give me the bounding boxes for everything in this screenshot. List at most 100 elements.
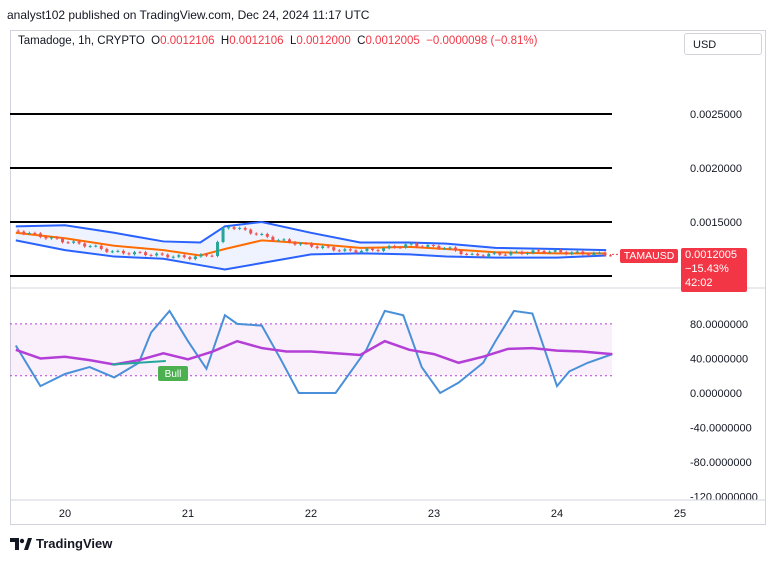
x-tick-label: 23: [428, 508, 440, 520]
tradingview-logo[interactable]: TradingView: [10, 536, 112, 551]
chart-frame: [10, 30, 766, 525]
x-tick-label: 25: [674, 508, 686, 520]
tradingview-logo-icon: [10, 537, 32, 550]
candle-body: [570, 252, 574, 255]
close-value: 0.0012005: [365, 35, 420, 47]
candle-body: [166, 254, 170, 258]
candle-body: [16, 230, 20, 232]
candle-body: [177, 255, 181, 257]
osc-tick-label: 80.0000000: [690, 319, 748, 331]
candle-body: [61, 238, 65, 243]
candle-body: [404, 244, 408, 248]
candle-body: [55, 237, 59, 239]
candle-body: [171, 256, 175, 258]
candle-body: [304, 243, 308, 245]
candle-body: [426, 245, 430, 247]
candle-body: [193, 256, 197, 260]
candle-body: [326, 246, 330, 248]
candle-body: [609, 255, 613, 257]
candle-body: [581, 251, 585, 255]
candle-body: [553, 250, 557, 252]
candle-body: [575, 251, 579, 253]
price-pane: [10, 113, 613, 277]
symbol-label: Tamadoge, 1h, CRYPTO: [18, 35, 145, 47]
candle-body: [27, 232, 31, 234]
oscillator-pane: Bull: [10, 309, 613, 395]
candle-body: [232, 227, 236, 229]
candle-body: [431, 245, 435, 247]
candle-body: [343, 249, 347, 251]
candle-body: [260, 233, 264, 235]
candle-body: [470, 253, 474, 255]
candle-body: [332, 247, 336, 251]
bollinger-upper-line: [15, 220, 607, 252]
candle-body: [216, 241, 220, 256]
candle-body: [393, 246, 397, 248]
candle-body: [487, 253, 491, 257]
bollinger-basis-line: [15, 231, 607, 257]
change-value: −0.0000098 (−0.81%): [426, 35, 538, 47]
candle-body: [437, 245, 441, 249]
bull-label-box: [158, 366, 188, 381]
candle-body: [227, 227, 231, 229]
candle-body: [387, 246, 391, 249]
candle-body: [537, 250, 541, 252]
x-tick-label: 24: [551, 508, 563, 520]
candle-body: [83, 243, 87, 247]
x-tick-label: 21: [182, 508, 194, 520]
candle-body: [476, 253, 480, 256]
candle-body: [199, 254, 203, 257]
candle-body: [492, 252, 496, 254]
candle-body: [221, 228, 225, 242]
bull-divergence-line: [111, 360, 166, 366]
price-axis: 0.0015000 0.0020000 0.0025000 80.0000000 40.…: [10, 109, 766, 520]
candle-body: [564, 252, 568, 255]
candle-body: [116, 250, 120, 252]
candle-body: [110, 251, 114, 253]
price-tag-countdown: 42:02: [685, 277, 713, 289]
bollinger-lower-line: [15, 239, 607, 271]
candle-body: [337, 250, 341, 252]
candle-body: [398, 247, 402, 249]
price-tick-label: 0.0020000: [690, 163, 742, 175]
candle-body: [293, 242, 297, 245]
candle-body: [503, 254, 507, 256]
low-value: 0.0012000: [296, 35, 351, 47]
candle-body: [77, 241, 81, 244]
candle-body: [138, 252, 142, 254]
candle-body: [382, 248, 386, 251]
candle-body: [160, 253, 164, 255]
candle-body: [498, 252, 502, 255]
candle-body: [105, 248, 109, 252]
candle-body: [376, 250, 380, 252]
candle-body: [354, 250, 358, 253]
candle-body: [348, 249, 352, 251]
symbol-tag: TAMAUSD: [620, 249, 678, 263]
candle-body: [597, 252, 601, 254]
osc-tick-label: -80.0000000: [690, 457, 752, 469]
candle-body: [271, 236, 275, 241]
candle-body: [531, 250, 535, 253]
price-tick-label: 0.0015000: [690, 217, 742, 229]
candle-body: [442, 248, 446, 250]
oscillator-band: [10, 323, 612, 376]
candle-body: [359, 250, 363, 253]
candle-body: [548, 251, 552, 253]
candle-body: [66, 242, 70, 244]
x-tick-label: 22: [305, 508, 317, 520]
candle-body: [99, 245, 103, 249]
candle-body: [299, 243, 303, 245]
candle-body: [448, 247, 452, 249]
candle-body: [276, 240, 280, 242]
candle-body: [49, 237, 53, 239]
candle-body: [38, 233, 42, 237]
candle-body: [182, 255, 186, 258]
candle-body: [132, 252, 136, 255]
candle-body: [149, 255, 153, 257]
candle-body: [592, 252, 596, 255]
candle-body: [265, 233, 269, 237]
osc-tick-label: -40.0000000: [690, 423, 752, 435]
candle-body: [371, 248, 374, 251]
currency-button[interactable]: USD: [684, 33, 762, 55]
